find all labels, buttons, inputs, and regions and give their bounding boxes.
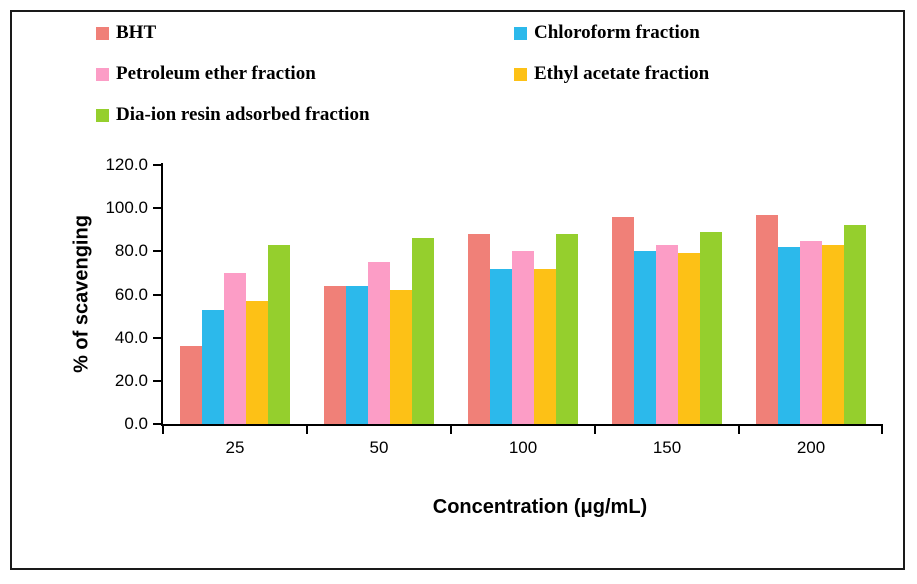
- y-tick-label-120.0: 120.0: [105, 155, 148, 174]
- y-tick-label-80.0: 80.0: [114, 241, 148, 261]
- legend-label-bht: BHT: [116, 22, 157, 43]
- chart-border-frame: [10, 10, 905, 570]
- legend-label-ethyl-acetate: Ethyl acetate fraction: [534, 63, 710, 84]
- bar-chloroform-100: [490, 268, 512, 424]
- bar-ethyl-acetate-50: [390, 290, 412, 424]
- legend-item-chloroform: Chloroform fraction: [514, 22, 700, 44]
- bar-bht-25: [180, 346, 202, 424]
- x-axis-tick-0: [162, 426, 164, 434]
- legend-swatch-bht: [96, 26, 109, 40]
- y-axis-tick-80.0: [153, 250, 161, 253]
- bar-chloroform-200: [778, 247, 800, 424]
- x-category-label-200: 200: [796, 438, 826, 457]
- y-axis-tick-20.0: [153, 379, 161, 382]
- bar-ethyl-acetate-25: [246, 300, 268, 424]
- bar-ethyl-acetate-150: [678, 253, 700, 424]
- bar-chloroform-25: [202, 309, 224, 424]
- bar-dia-ion-100: [556, 234, 578, 424]
- legend-swatch-dia-ion: [96, 108, 109, 122]
- x-category-label-100: 100: [508, 438, 538, 457]
- y-tick-label-40.0: 40.0: [114, 327, 148, 347]
- legend-swatch-chloroform: [514, 26, 527, 40]
- x-axis-tick-1: [306, 426, 308, 434]
- bar-ethyl-acetate-100: [534, 268, 556, 424]
- bar-ethyl-acetate-200: [822, 244, 844, 424]
- bar-dia-ion-25: [268, 244, 290, 424]
- bar-petroleum-ether-25: [224, 272, 246, 424]
- legend-item-dia-ion: Dia-ion resin adsorbed fraction: [96, 104, 370, 126]
- y-tick-label-100.0: 100.0: [105, 198, 148, 218]
- bar-bht-200: [756, 214, 778, 424]
- bar-petroleum-ether-200: [800, 240, 822, 424]
- y-axis-tick-40.0: [153, 336, 161, 339]
- x-axis-tick-3: [594, 426, 596, 434]
- y-axis-tick-0.0: [153, 423, 161, 425]
- legend-swatch-ethyl-acetate: [514, 67, 527, 81]
- x-category-label-150: 150: [652, 438, 682, 457]
- bar-petroleum-ether-50: [368, 262, 390, 424]
- y-tick-label-60.0: 60.0: [114, 284, 148, 304]
- bar-chloroform-50: [346, 285, 368, 424]
- bar-petroleum-ether-150: [656, 244, 678, 424]
- legend-item-ethyl-acetate: Ethyl acetate fraction: [514, 63, 709, 85]
- y-axis-tick-100.0: [153, 207, 161, 210]
- y-tick-label-0.0: 0.0: [124, 414, 148, 433]
- y-axis-tick-60.0: [153, 293, 161, 296]
- y-tick-label-20.0: 20.0: [114, 370, 148, 390]
- bar-dia-ion-200: [844, 225, 866, 424]
- x-axis-title: Concentration (μg/mL): [432, 496, 648, 518]
- bar-dia-ion-150: [700, 231, 722, 424]
- y-axis-line: [161, 163, 163, 426]
- legend-label-petroleum-ether: Petroleum ether fraction: [116, 63, 316, 84]
- x-category-label-25: 25: [225, 438, 245, 457]
- y-axis-tick-120.0: [153, 164, 161, 166]
- legend-label-chloroform: Chloroform fraction: [534, 22, 700, 43]
- bar-bht-50: [324, 285, 346, 424]
- bar-chloroform-150: [634, 251, 656, 424]
- x-axis-line: [161, 424, 883, 426]
- bar-petroleum-ether-100: [512, 251, 534, 424]
- x-category-label-50: 50: [369, 438, 389, 457]
- x-axis-tick-2: [450, 426, 452, 434]
- x-axis-tick-5: [881, 426, 883, 434]
- legend-label-dia-ion: Dia-ion resin adsorbed fraction: [116, 104, 370, 125]
- bar-bht-100: [468, 234, 490, 424]
- bar-dia-ion-50: [412, 238, 434, 424]
- legend-item-petroleum-ether: Petroleum ether fraction: [96, 63, 316, 85]
- x-axis-tick-4: [738, 426, 740, 434]
- legend-swatch-petroleum-ether: [96, 67, 109, 81]
- bar-bht-150: [612, 216, 634, 424]
- legend-item-bht: BHT: [96, 22, 156, 44]
